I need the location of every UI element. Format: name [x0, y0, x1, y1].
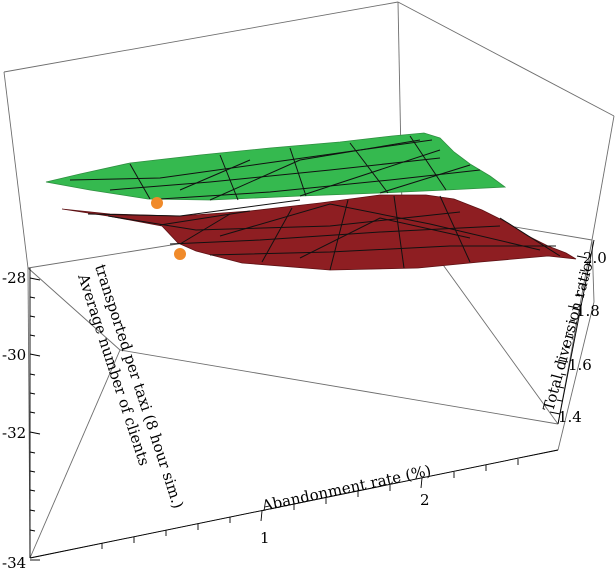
x-axis [29, 449, 559, 559]
x-tick-label: 1 [260, 529, 270, 547]
marker-point-green [151, 197, 163, 209]
marker-point-red [174, 248, 186, 260]
y-axis-label-line-2: transported per taxi (8 hour sim.) [91, 262, 187, 511]
surface-red [61, 194, 577, 271]
y-tick-label: -30 [2, 346, 26, 364]
y-tick-label: -34 [2, 554, 26, 571]
y-axis-title: Average number of clients transported pe… [74, 262, 187, 511]
z-tick-label: 1.8 [576, 302, 600, 320]
z-tick-label: 1.4 [558, 408, 582, 426]
y-tick-label: -32 [2, 424, 26, 442]
z-axis-label: Total diversion ratio [539, 260, 596, 413]
surface-green-patch [45, 132, 507, 201]
z-axis [549, 239, 595, 425]
y-tick-label: -28 [2, 269, 26, 287]
surface-green [45, 132, 507, 201]
z-tick-label: 2.0 [583, 249, 607, 267]
x-tick-label: 2 [420, 491, 430, 509]
surface-green-mesh [69, 135, 481, 201]
x-axis-label: Abandonment rate (%) [259, 461, 433, 515]
surface-red-patch [61, 194, 577, 271]
surface-red-mesh [87, 195, 561, 271]
z-tick-label: 1.6 [568, 356, 592, 374]
y-axis [29, 268, 41, 561]
